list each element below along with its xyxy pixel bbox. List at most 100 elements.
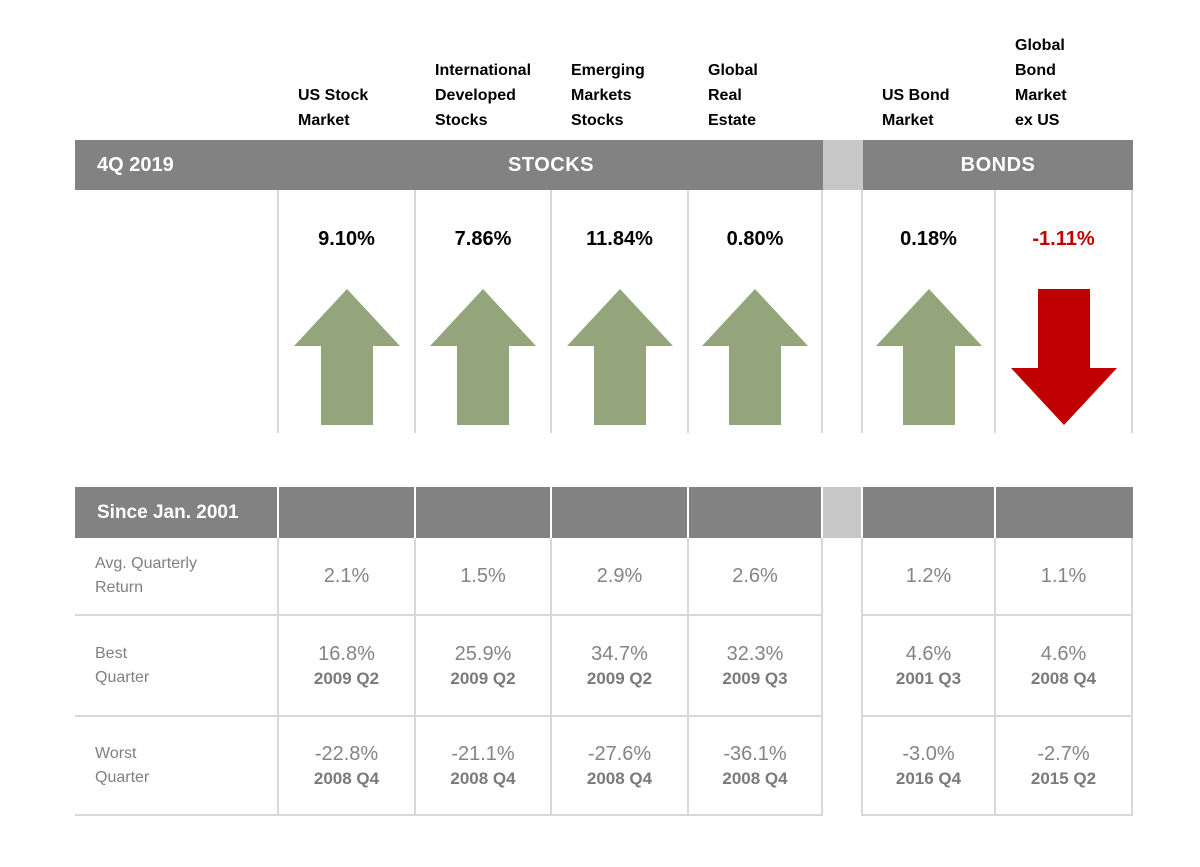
- return-value: 0.18%: [900, 228, 957, 250]
- worst-quarter-emerging-markets-stocks: -27.6% 2008 Q4: [552, 717, 689, 816]
- stat-value: 2.1%: [323, 564, 370, 587]
- since-bar-cell: [863, 487, 996, 538]
- avg-return-international-developed-stocks: 1.5%: [416, 538, 552, 616]
- stat-quarter: 2008 Q4: [586, 768, 653, 788]
- avg-return-us-stock-market: 2.1%: [279, 538, 416, 616]
- column-header-global-bond-market-ex-us: Global Bond Market ex US: [1015, 37, 1067, 129]
- stat-value: 4.6%: [905, 642, 952, 665]
- stocks-group-label: STOCKS: [508, 153, 594, 176]
- avg-return-us-bond-market: 1.2%: [863, 538, 996, 616]
- return-value-negative: -1.11%: [1032, 228, 1095, 250]
- stat-quarter: 2009 Q2: [450, 668, 516, 688]
- bonds-group-label: BONDS: [863, 140, 1133, 190]
- return-value: 9.10%: [318, 228, 375, 250]
- since-bar-cell: [279, 487, 416, 538]
- worst-quarter-us-stock-market: -22.8% 2008 Q4: [279, 717, 416, 816]
- stat-value: 1.1%: [1040, 564, 1087, 587]
- stat-quarter: 2009 Q2: [586, 668, 653, 688]
- stocks-group-cell: 4Q 2019 STOCKS: [75, 140, 823, 190]
- worst-quarter-international-developed-stocks: -21.1% 2008 Q4: [416, 717, 552, 816]
- return-cell-global-real-estate: 0.80%: [689, 190, 823, 433]
- stat-value: 1.5%: [460, 564, 506, 587]
- stat-quarter: 2009 Q3: [722, 668, 788, 688]
- since-bar-spacer: [823, 487, 863, 538]
- row-label-worst-quarter: Worst Quarter: [75, 717, 279, 816]
- section-gap: [75, 433, 1133, 487]
- stat-quarter: 2009 Q2: [313, 668, 380, 688]
- down-arrow-icon: [1010, 289, 1117, 425]
- stat-value: 16.8%: [318, 642, 375, 665]
- worst-quarter-global-real-estate: -36.1% 2008 Q4: [689, 717, 823, 816]
- best-quarter-us-bond-market: 4.6% 2001 Q3: [863, 616, 996, 717]
- worst-quarter-us-bond-market: -3.0% 2016 Q4: [863, 717, 996, 816]
- stat-value: -2.7%: [1037, 742, 1090, 765]
- avg-return-emerging-markets-stocks: 2.9%: [552, 538, 689, 616]
- column-header-row: US Stock Market International Developed …: [75, 30, 1133, 140]
- stat-value: 2.9%: [596, 564, 643, 587]
- worst-quarter-global-bond-market-ex-us: -2.7% 2015 Q2: [996, 717, 1133, 816]
- stat-value: 1.2%: [905, 564, 952, 587]
- since-2001-bar: Since Jan. 2001: [75, 487, 1133, 538]
- best-quarter-us-stock-market: 16.8% 2009 Q2: [279, 616, 416, 717]
- since-bar-cell: [552, 487, 689, 538]
- column-header-international-developed-stocks: International Developed Stocks: [435, 62, 532, 129]
- row-spacer: [823, 616, 863, 717]
- row-label-avg-quarterly-return: Avg. Quarterly Return: [75, 538, 279, 616]
- return-row-label-cell: [75, 190, 279, 433]
- stat-value: 32.3%: [726, 642, 784, 665]
- best-quarter-international-developed-stocks: 25.9% 2009 Q2: [416, 616, 552, 717]
- since-label: Since Jan. 2001: [75, 487, 279, 538]
- best-quarter-global-real-estate: 32.3% 2009 Q3: [689, 616, 823, 717]
- stat-value: 25.9%: [454, 642, 512, 665]
- since-bar-cell: [996, 487, 1133, 538]
- stat-quarter: 2008 Q4: [450, 768, 516, 788]
- column-header-us-stock-market: US Stock Market: [298, 87, 369, 129]
- stat-value: -21.1%: [451, 742, 515, 765]
- row-label-best-quarter: Best Quarter: [75, 616, 279, 717]
- quarterly-return-row: 9.10% 7.86% 11.84% 0.80% 0.18%: [75, 190, 1133, 433]
- stat-value: -36.1%: [723, 742, 787, 765]
- stat-value: -22.8%: [314, 742, 379, 765]
- return-cell-us-stock-market: 9.10%: [279, 190, 416, 433]
- return-value: 11.84%: [586, 228, 653, 250]
- up-arrow-icon: [702, 289, 808, 425]
- period-label: 4Q 2019: [97, 153, 174, 176]
- stat-value: -3.0%: [902, 742, 955, 765]
- stat-value: 4.6%: [1040, 642, 1087, 665]
- return-cell-emerging-markets-stocks: 11.84%: [552, 190, 689, 433]
- stat-quarter: 2008 Q4: [722, 768, 788, 788]
- return-value: 0.80%: [726, 228, 784, 250]
- stat-value: -27.6%: [587, 742, 652, 765]
- stat-quarter: 2008 Q4: [1030, 668, 1097, 688]
- column-header-us-bond-market: US Bond Market: [882, 87, 950, 129]
- return-cell-international-developed-stocks: 7.86%: [416, 190, 552, 433]
- column-header-global-real-estate: Global Real Estate: [708, 62, 758, 129]
- stat-value: 34.7%: [591, 642, 648, 665]
- up-arrow-icon: [875, 289, 982, 425]
- row-spacer: [823, 717, 863, 816]
- stat-value: 2.6%: [732, 564, 778, 587]
- column-header-emerging-markets-stocks: Emerging Markets Stocks: [571, 62, 645, 129]
- worst-quarter-row: Worst Quarter -22.8% 2008 Q4 -21.1% 2008…: [75, 717, 1133, 816]
- avg-quarterly-return-row: Avg. Quarterly Return 2.1% 1.5% 2.9% 2.6…: [75, 538, 1133, 616]
- since-bar-cell: [416, 487, 552, 538]
- stat-quarter: 2008 Q4: [313, 768, 380, 788]
- avg-return-global-bond-market-ex-us: 1.1%: [996, 538, 1133, 616]
- row-spacer: [823, 538, 863, 616]
- best-quarter-emerging-markets-stocks: 34.7% 2009 Q2: [552, 616, 689, 717]
- best-quarter-row: Best Quarter 16.8% 2009 Q2 25.9% 2009 Q2…: [75, 616, 1133, 717]
- up-arrow-icon: [293, 289, 400, 425]
- return-value: 7.86%: [454, 228, 512, 250]
- up-arrow-icon: [566, 289, 673, 425]
- market-summary-table: US Stock Market International Developed …: [75, 30, 1133, 816]
- return-row-spacer: [823, 190, 863, 433]
- since-bar-cell: [689, 487, 823, 538]
- return-cell-us-bond-market: 0.18%: [863, 190, 996, 433]
- up-arrow-icon: [430, 289, 536, 425]
- return-cell-global-bond-market-ex-us: -1.11%: [996, 190, 1133, 433]
- period-group-bar: 4Q 2019 STOCKS BONDS: [75, 140, 1133, 190]
- group-bar-spacer: [823, 140, 863, 190]
- stat-quarter: 2001 Q3: [895, 668, 962, 688]
- stat-quarter: 2015 Q2: [1030, 768, 1097, 788]
